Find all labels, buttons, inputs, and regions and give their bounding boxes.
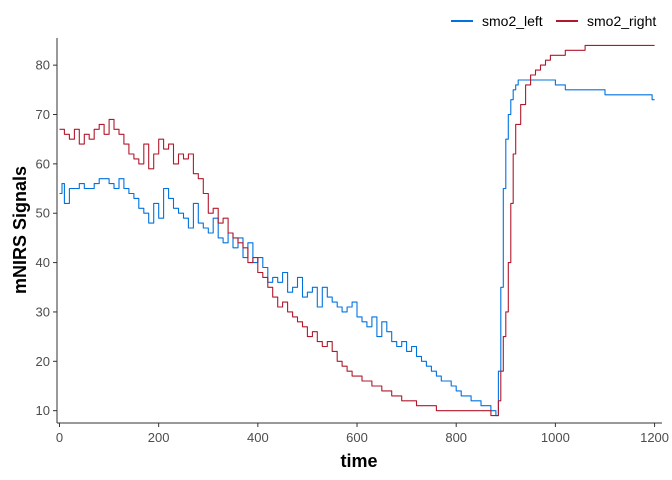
x-tick-label: 0	[56, 430, 63, 445]
y-ticks: 10 20 30 40 50 60 70 80	[36, 58, 57, 418]
y-tick-label: 10	[36, 403, 50, 418]
y-tick-label: 50	[36, 206, 50, 221]
legend-label-smo2-left: smo2_left	[482, 13, 543, 29]
legend-label-smo2-right: smo2_right	[587, 13, 656, 29]
y-axis-title: mNIRS Signals	[10, 166, 30, 294]
y-tick-label: 30	[36, 304, 50, 319]
x-tick-label: 200	[148, 430, 170, 445]
y-tick-label: 20	[36, 354, 50, 369]
y-tick-label: 80	[36, 58, 50, 73]
x-tick-label: 400	[247, 430, 269, 445]
x-axis-title: time	[340, 451, 377, 471]
series-line-smo2-right	[59, 44, 655, 417]
x-tick-label: 1000	[541, 430, 570, 445]
y-tick-label: 40	[36, 255, 50, 270]
x-ticks: 0 200 400 600 800 1000 1200	[56, 423, 669, 445]
legend: smo2_left smo2_right	[451, 13, 656, 29]
series-layer	[59, 44, 655, 417]
series-line-smo2-left	[59, 79, 655, 417]
y-tick-label: 60	[36, 156, 50, 171]
x-tick-label: 1200	[640, 430, 669, 445]
x-tick-label: 600	[346, 430, 368, 445]
x-tick-label: 800	[445, 430, 467, 445]
y-tick-label: 70	[36, 107, 50, 122]
